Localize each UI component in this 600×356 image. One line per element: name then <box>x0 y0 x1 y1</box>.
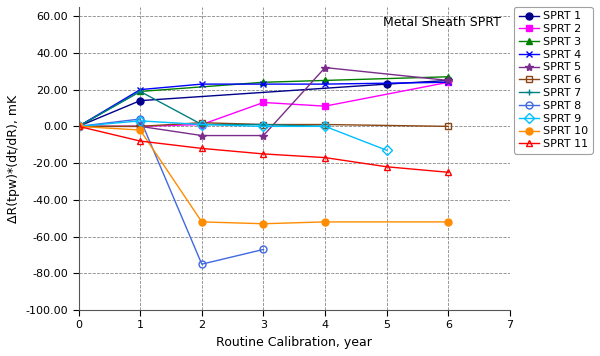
Text: Metal Sheath SPRT: Metal Sheath SPRT <box>383 16 502 29</box>
Y-axis label: ΔR(tpw)*(dt/dR), mK: ΔR(tpw)*(dt/dR), mK <box>7 94 20 222</box>
X-axis label: Routine Calibration, year: Routine Calibration, year <box>217 336 372 349</box>
Legend: SPRT 1, SPRT 2, SPRT 3, SPRT 4, SPRT 5, SPRT 6, SPRT 7, SPRT 8, SPRT 9, SPRT 10,: SPRT 1, SPRT 2, SPRT 3, SPRT 4, SPRT 5, … <box>514 7 593 153</box>
